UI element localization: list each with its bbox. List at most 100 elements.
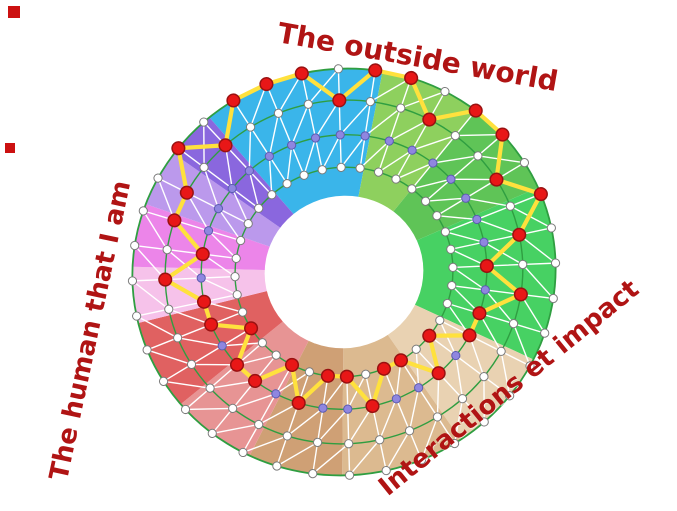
node[interactable]: [336, 162, 346, 172]
node[interactable]: [271, 350, 281, 360]
node[interactable]: [432, 211, 442, 221]
node[interactable]: [518, 259, 528, 270]
node[interactable]: [213, 204, 224, 214]
node[interactable]: [236, 235, 246, 246]
node[interactable]: [432, 412, 443, 422]
node[interactable]: [318, 403, 328, 413]
node[interactable]: [203, 226, 214, 236]
node[interactable]: [287, 140, 297, 150]
node[interactable]: [153, 173, 163, 183]
node[interactable]: [158, 376, 169, 386]
node[interactable]: [228, 403, 238, 414]
node[interactable]: [127, 276, 138, 286]
node[interactable]: [550, 258, 561, 268]
node[interactable]: [404, 426, 415, 436]
selected-node[interactable]: [495, 127, 510, 142]
node[interactable]: [391, 174, 401, 184]
node[interactable]: [205, 383, 215, 393]
node[interactable]: [173, 333, 183, 343]
node[interactable]: [282, 431, 292, 441]
selected-node[interactable]: [468, 103, 483, 118]
node[interactable]: [267, 190, 277, 200]
selected-node[interactable]: [489, 172, 504, 187]
selected-node[interactable]: [339, 369, 354, 384]
selected-node[interactable]: [332, 93, 347, 108]
node[interactable]: [142, 345, 152, 355]
node[interactable]: [446, 174, 456, 184]
node[interactable]: [317, 165, 327, 175]
node[interactable]: [479, 417, 489, 427]
node[interactable]: [416, 455, 427, 465]
node[interactable]: [130, 240, 140, 251]
node[interactable]: [396, 103, 406, 113]
node[interactable]: [446, 244, 456, 254]
node[interactable]: [238, 307, 248, 317]
node[interactable]: [414, 383, 424, 393]
selected-node[interactable]: [422, 328, 437, 343]
selected-node[interactable]: [167, 213, 182, 228]
node[interactable]: [473, 151, 483, 161]
node[interactable]: [238, 447, 248, 458]
node[interactable]: [440, 227, 451, 237]
selected-node[interactable]: [472, 306, 487, 321]
node[interactable]: [449, 438, 460, 449]
selected-node[interactable]: [284, 357, 300, 372]
node[interactable]: [375, 435, 385, 445]
node[interactable]: [199, 117, 209, 127]
node[interactable]: [546, 223, 557, 233]
node[interactable]: [479, 237, 489, 247]
selected-node[interactable]: [218, 138, 233, 153]
node[interactable]: [196, 273, 206, 283]
selected-node[interactable]: [158, 272, 173, 287]
node[interactable]: [442, 298, 452, 309]
node[interactable]: [132, 311, 142, 321]
node[interactable]: [272, 461, 282, 471]
node[interactable]: [447, 281, 457, 291]
selected-node[interactable]: [368, 63, 383, 78]
node[interactable]: [138, 206, 148, 216]
node[interactable]: [217, 341, 227, 351]
node[interactable]: [505, 201, 516, 211]
node[interactable]: [381, 465, 391, 476]
node[interactable]: [164, 304, 174, 314]
node[interactable]: [450, 131, 460, 141]
node[interactable]: [335, 130, 345, 140]
node[interactable]: [254, 419, 264, 430]
selected-node[interactable]: [376, 361, 392, 376]
node[interactable]: [230, 271, 240, 282]
selected-node[interactable]: [533, 187, 548, 202]
node[interactable]: [343, 404, 353, 414]
node[interactable]: [333, 64, 344, 74]
node[interactable]: [271, 389, 281, 399]
node[interactable]: [428, 158, 438, 168]
node[interactable]: [480, 285, 490, 295]
node[interactable]: [207, 428, 217, 439]
node[interactable]: [451, 350, 461, 361]
node[interactable]: [373, 167, 384, 177]
node[interactable]: [180, 404, 191, 415]
selected-node[interactable]: [291, 395, 306, 411]
selected-node[interactable]: [462, 328, 477, 343]
node[interactable]: [355, 163, 365, 173]
node[interactable]: [245, 122, 256, 132]
node[interactable]: [360, 131, 370, 141]
node[interactable]: [273, 108, 284, 118]
node[interactable]: [231, 253, 241, 263]
node[interactable]: [199, 162, 209, 173]
node[interactable]: [227, 183, 237, 194]
selected-node[interactable]: [294, 66, 309, 81]
node[interactable]: [540, 328, 550, 338]
node[interactable]: [308, 469, 318, 479]
node[interactable]: [496, 346, 506, 356]
selected-node[interactable]: [248, 373, 263, 388]
node[interactable]: [312, 437, 323, 448]
node[interactable]: [310, 133, 321, 143]
selected-node[interactable]: [431, 366, 446, 381]
node[interactable]: [407, 184, 417, 194]
selected-node[interactable]: [179, 185, 194, 200]
node[interactable]: [457, 394, 468, 404]
selected-node[interactable]: [393, 353, 409, 368]
node[interactable]: [299, 170, 309, 180]
selected-node[interactable]: [226, 93, 241, 108]
node[interactable]: [435, 315, 445, 325]
